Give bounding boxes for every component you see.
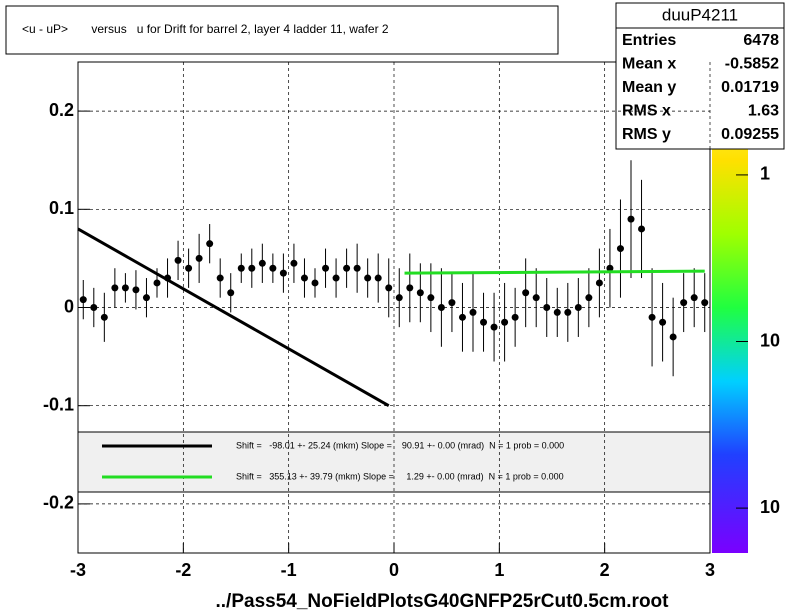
stats-name: Entries — [622, 32, 676, 49]
profile-point — [322, 264, 330, 272]
profile-point — [237, 264, 245, 272]
profile-point — [511, 313, 519, 321]
profile-point — [458, 313, 466, 321]
profile-point — [153, 279, 161, 287]
x-tick-label: -1 — [281, 560, 297, 580]
fit-line — [77, 227, 390, 408]
y-tick-label: -0.2 — [43, 493, 74, 513]
profile-point — [227, 289, 235, 297]
profile-point — [364, 274, 372, 282]
profile-point — [606, 264, 614, 272]
stats-title: duuP4211 — [662, 5, 738, 24]
profile-point — [448, 299, 456, 307]
profile-point — [616, 245, 624, 253]
stats-value: 6478 — [743, 32, 779, 49]
fit-line — [404, 269, 705, 275]
profile-point — [595, 279, 603, 287]
profile-point — [395, 294, 403, 302]
profile-point — [332, 274, 340, 282]
y-tick-label: 0.1 — [49, 198, 74, 218]
profile-point — [627, 215, 635, 223]
profile-point — [543, 304, 551, 311]
profile-point — [206, 240, 214, 248]
profile-point — [406, 284, 414, 292]
stats-name: Mean y — [622, 79, 676, 96]
legend-label: Shift = -98.01 +- 25.24 (mkm) Slope = 90… — [236, 440, 564, 450]
profile-point — [469, 308, 477, 316]
profile-point — [480, 318, 488, 326]
profile-point — [343, 264, 351, 272]
y-tick-label: 0 — [64, 296, 74, 316]
profile-point — [269, 264, 277, 272]
profile-point — [195, 254, 203, 262]
profile-point — [659, 318, 667, 326]
profile-point — [669, 333, 677, 341]
y-tick-label: -0.1 — [43, 394, 74, 414]
profile-point — [121, 284, 129, 292]
stats-frame — [615, 2, 785, 150]
x-tick-label: 0 — [389, 560, 399, 580]
profile-point — [701, 299, 709, 307]
x-axis-label: ../Pass54_NoFieldPlotsG40GNFP25rCut0.5cm… — [216, 591, 670, 612]
profile-point — [532, 294, 540, 302]
stats-name: RMS x — [622, 103, 671, 120]
profile-point — [416, 289, 424, 297]
x-tick-label: 3 — [705, 560, 715, 580]
profile-point — [374, 274, 382, 282]
z-tick-label: 10 — [760, 497, 780, 517]
profile-point — [90, 304, 98, 311]
x-tick-label: 1 — [494, 560, 504, 580]
chart-title: <u - uP> versus u for Drift for barrel 2… — [22, 22, 389, 36]
profile-point — [427, 294, 435, 302]
profile-point — [311, 279, 319, 287]
profile-point — [522, 289, 530, 297]
stats-name: RMS y — [622, 126, 671, 143]
profile-point — [648, 313, 656, 321]
profile-point — [185, 264, 193, 272]
profile-point — [142, 294, 150, 302]
profile-point — [385, 284, 393, 292]
x-tick-label: -3 — [70, 560, 86, 580]
legend-label: Shift = 355.13 +- 39.79 (mkm) Slope = 1.… — [236, 471, 564, 481]
stats-name: Mean x — [622, 56, 676, 73]
profile-point — [174, 256, 182, 264]
profile-point — [574, 304, 582, 311]
profile-point — [100, 313, 108, 321]
profile-point — [290, 259, 298, 267]
stats-value: 1.63 — [748, 103, 779, 120]
z-tick-label: 10 — [760, 330, 780, 350]
profile-point — [258, 259, 266, 267]
profile-point — [490, 323, 498, 331]
x-tick-label: 2 — [600, 560, 610, 580]
profile-point — [132, 286, 140, 294]
profile-point — [300, 274, 308, 282]
z-tick-label: 1 — [760, 164, 770, 184]
profile-point — [79, 296, 87, 304]
profile-point — [553, 308, 561, 316]
profile-point — [638, 225, 646, 233]
stats-value: 0.09255 — [721, 126, 779, 143]
x-tick-label: -2 — [175, 560, 191, 580]
stats-value: -0.5852 — [725, 56, 779, 73]
profile-point — [111, 284, 119, 292]
stats-box: duuP4211 — [615, 2, 785, 150]
profile-point — [279, 269, 287, 277]
profile-point — [353, 264, 361, 272]
title-box — [5, 5, 559, 55]
y-tick-label: 0.2 — [49, 100, 74, 120]
profile-point — [564, 308, 572, 316]
profile-point — [690, 294, 698, 302]
profile-point — [248, 264, 256, 272]
profile-point — [216, 274, 224, 282]
profile-point — [437, 304, 445, 311]
stats-value: 0.01719 — [721, 79, 779, 96]
profile-point — [501, 318, 509, 326]
profile-point — [680, 299, 688, 307]
profile-point — [585, 294, 593, 302]
